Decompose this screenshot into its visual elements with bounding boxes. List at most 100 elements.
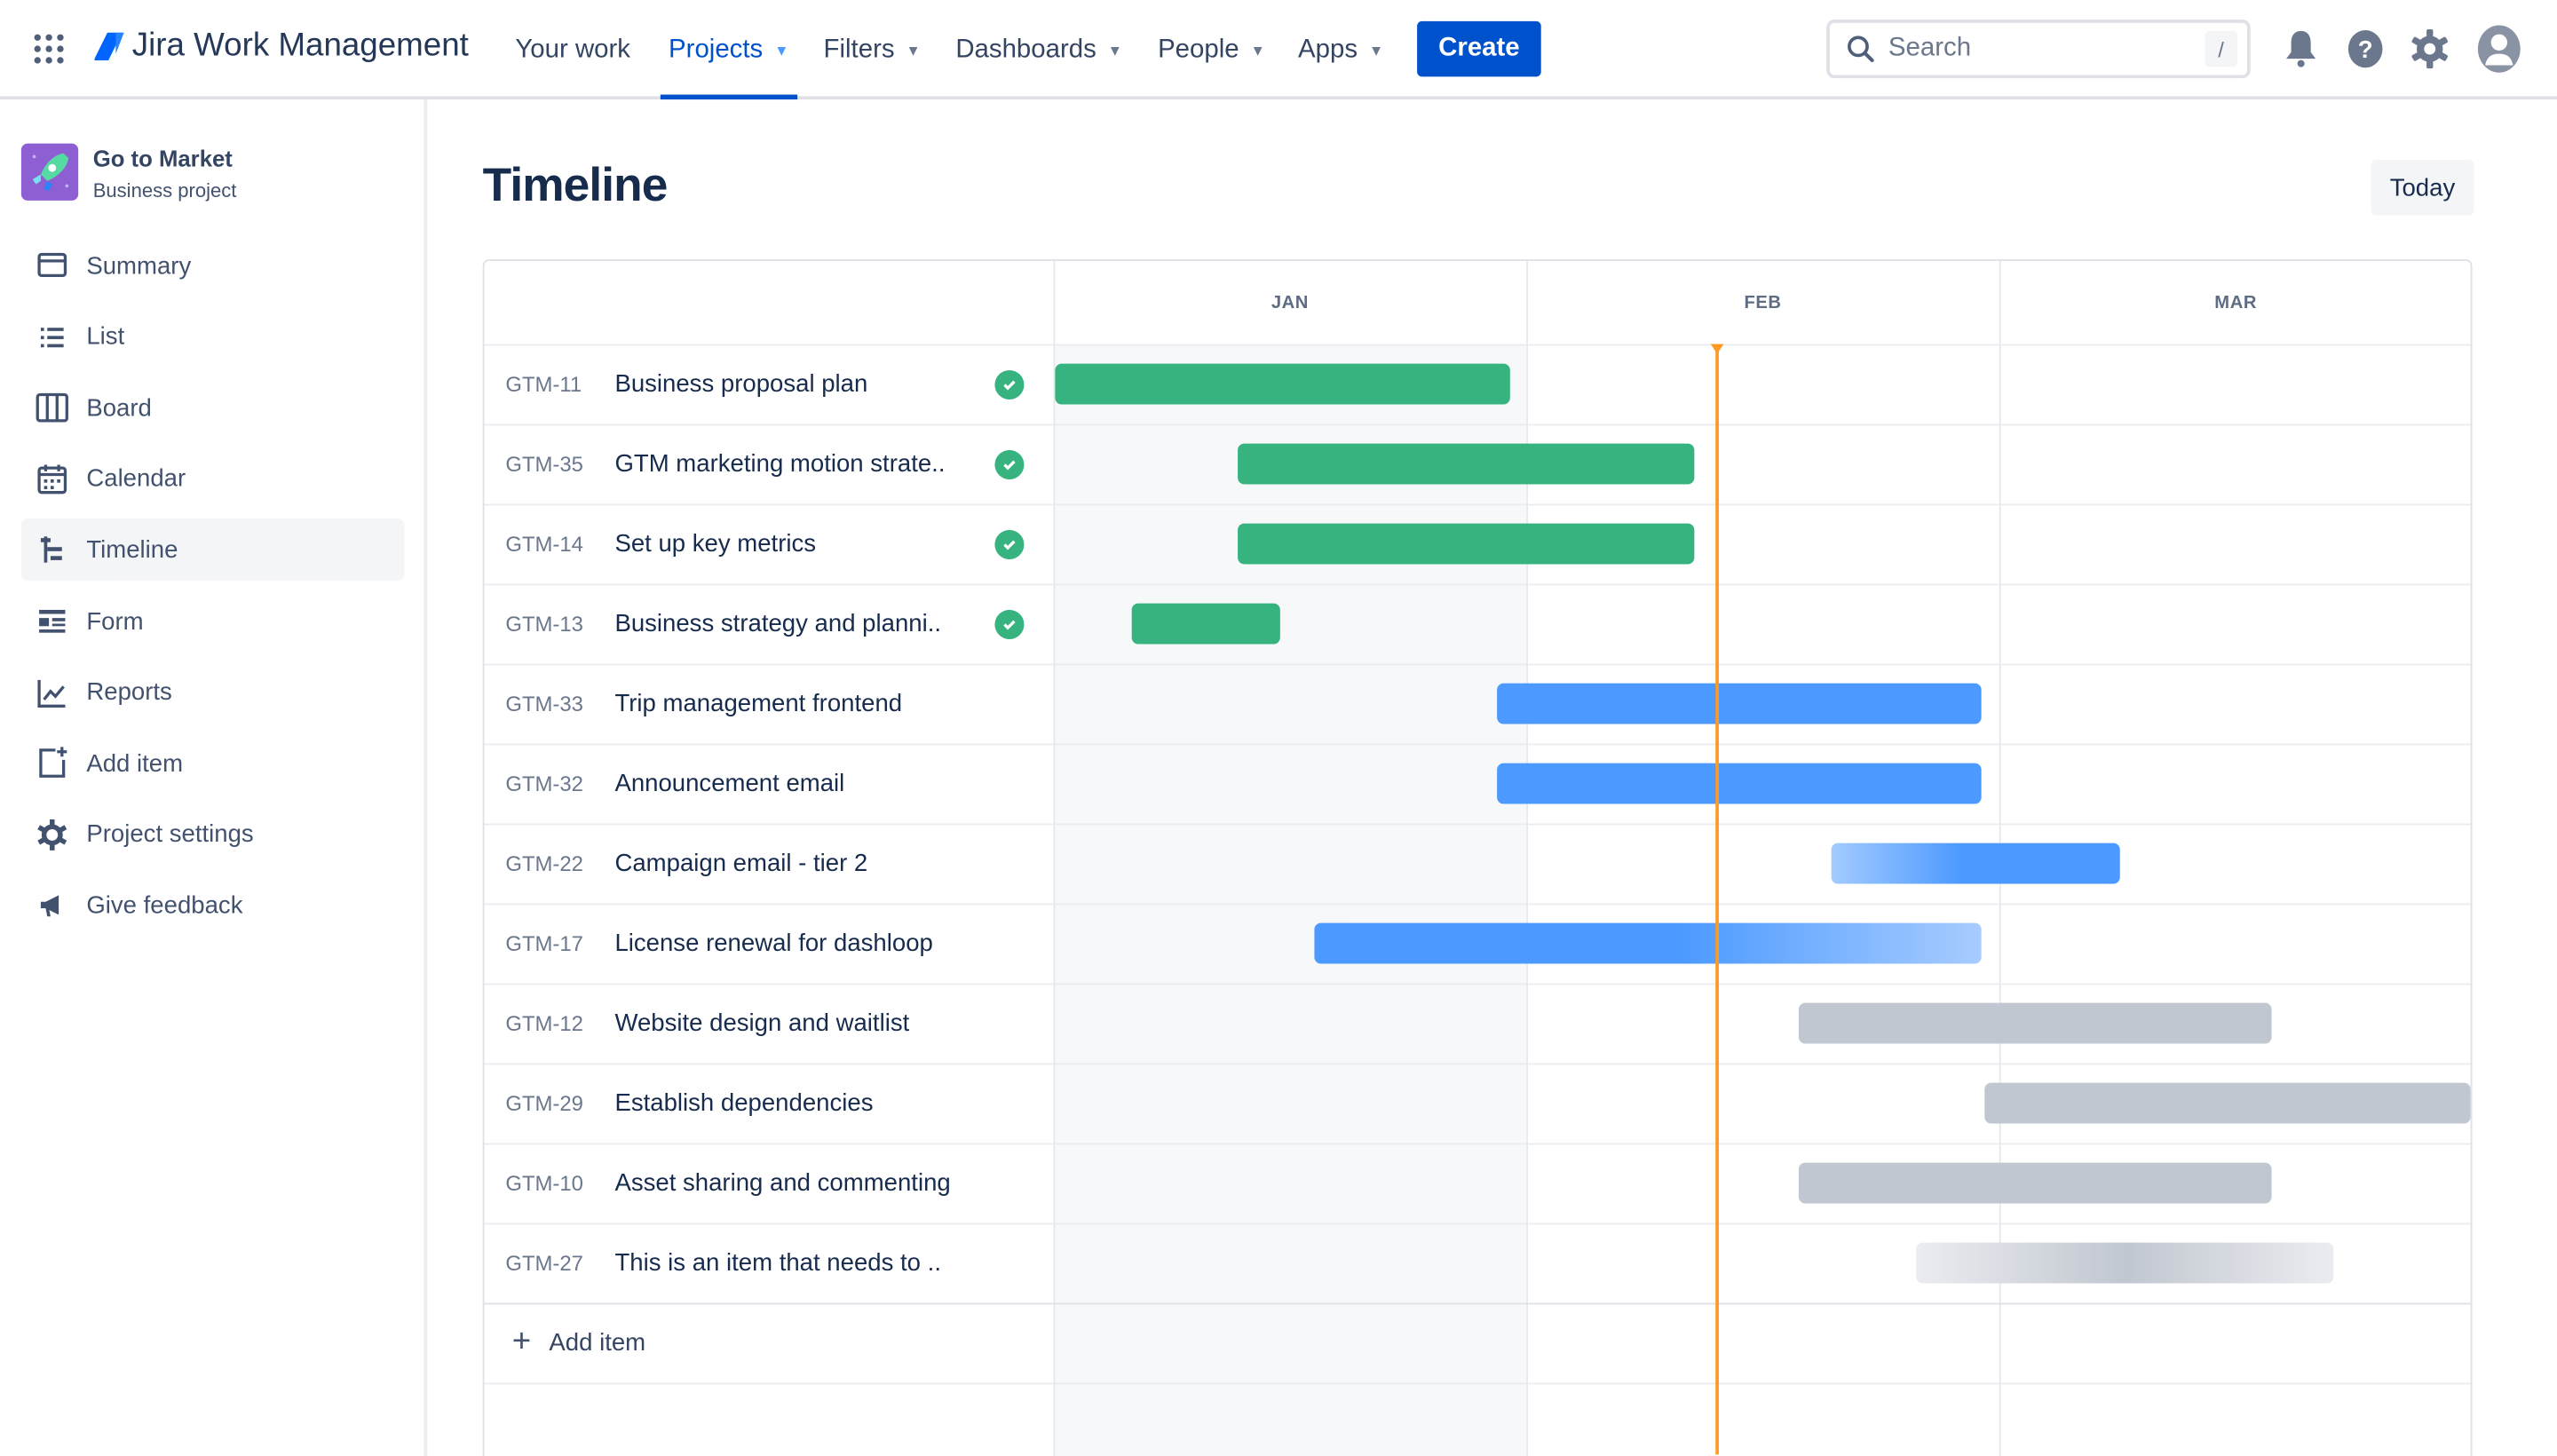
sidebar-item-label: Add item	[86, 749, 184, 778]
issue-key[interactable]: GTM-14	[505, 531, 583, 557]
column-divider	[1053, 260, 1056, 1456]
timeline-bar[interactable]	[1238, 523, 1694, 565]
timeline-row[interactable]: GTM-22 Campaign email - tier 2	[485, 824, 1054, 904]
issue-summary[interactable]: This is an item that needs to ..	[614, 1248, 941, 1278]
timeline-bar[interactable]	[1497, 683, 1981, 724]
issue-key[interactable]: GTM-35	[505, 451, 583, 477]
timeline-row[interactable]: GTM-14 Set up key metrics	[485, 504, 1054, 584]
nav-apps[interactable]: Apps ▼	[1298, 0, 1383, 99]
sidebar-item-calendar[interactable]: Calendar	[21, 448, 405, 510]
nav-your-work[interactable]: Your work	[515, 0, 630, 99]
search-shortcut: /	[2205, 30, 2237, 67]
done-check-icon	[994, 529, 1025, 559]
sidebar-item-reports[interactable]: Reports	[21, 661, 405, 724]
summary-icon	[37, 252, 67, 278]
today-marker-line	[1715, 344, 1719, 1455]
rocket-icon	[32, 153, 69, 191]
sidebar-item-add-item[interactable]: Add item	[21, 732, 405, 795]
avatar-icon[interactable]	[2477, 25, 2521, 74]
app-switcher-icon[interactable]	[34, 34, 64, 64]
sidebar-item-project-settings[interactable]: Project settings	[21, 803, 405, 866]
timeline-bar[interactable]	[1131, 603, 1281, 645]
issue-key[interactable]: GTM-17	[505, 930, 583, 956]
timeline-row[interactable]: GTM-12 Website design and waitlist	[485, 984, 1054, 1064]
issue-summary[interactable]: GTM marketing motion strate..	[614, 449, 946, 479]
issue-key[interactable]: GTM-11	[505, 371, 582, 397]
timeline-bar[interactable]	[1983, 1082, 2471, 1124]
sidebar-item-label: Give feedback	[86, 891, 243, 920]
project-avatar	[20, 143, 79, 201]
issue-key[interactable]: GTM-29	[505, 1090, 583, 1116]
sidebar-item-label: Timeline	[86, 536, 178, 565]
issue-key[interactable]: GTM-10	[505, 1170, 583, 1196]
issue-key[interactable]: GTM-33	[505, 691, 583, 716]
row-divider	[484, 344, 2471, 346]
sidebar-item-board[interactable]: Board	[21, 377, 405, 439]
issue-summary[interactable]: Asset sharing and commenting	[614, 1168, 951, 1198]
nav-filters[interactable]: Filters ▼	[824, 0, 921, 99]
timeline-row[interactable]: GTM-11 Business proposal plan	[485, 344, 1054, 424]
issue-summary[interactable]: Website design and waitlist	[614, 1009, 910, 1038]
issue-key[interactable]: GTM-12	[505, 1010, 583, 1036]
timeline-bar[interactable]	[1832, 843, 2120, 884]
issue-summary[interactable]: License renewal for dashloop	[614, 929, 933, 958]
nav-label: Apps	[1298, 35, 1358, 63]
sidebar-item-give-feedback[interactable]: Give feedback	[21, 874, 405, 937]
issue-summary[interactable]: Set up key metrics	[614, 529, 817, 558]
issue-key[interactable]: GTM-32	[505, 771, 583, 796]
timeline-row[interactable]: GTM-17 License renewal for dashloop	[485, 904, 1054, 984]
issue-summary[interactable]: Announcement email	[614, 769, 845, 798]
issue-key[interactable]: GTM-22	[505, 851, 583, 876]
column-divider	[1526, 260, 1529, 1456]
timeline-row[interactable]: GTM-27 This is an item that needs to ..	[485, 1223, 1054, 1303]
create-button[interactable]: Create	[1417, 20, 1541, 77]
page-title: Timeline	[482, 159, 669, 212]
nav-projects[interactable]: Projects ▼	[660, 0, 797, 100]
issue-key[interactable]: GTM-27	[505, 1250, 583, 1276]
timeline-row[interactable]: GTM-32 Announcement email	[485, 744, 1054, 824]
sidebar-item-label: Calendar	[86, 465, 186, 494]
timeline-row[interactable]: GTM-10 Asset sharing and commenting	[485, 1143, 1054, 1223]
add-item-button[interactable]: + Add item	[485, 1303, 1054, 1383]
month-header: FEB	[1744, 292, 1782, 313]
timeline-bar[interactable]	[1238, 443, 1694, 485]
timeline-bar[interactable]	[1055, 363, 1510, 405]
bell-icon[interactable]	[2283, 28, 2318, 70]
search-input[interactable]: Search /	[1826, 20, 2251, 79]
timeline-bar[interactable]	[1798, 1002, 2273, 1044]
timeline-bar[interactable]	[1916, 1242, 2333, 1284]
sidebar-item-timeline[interactable]: Timeline	[20, 518, 405, 582]
timeline-bar[interactable]	[1497, 763, 1981, 804]
timeline-row[interactable]: GTM-33 Trip management frontend	[485, 664, 1054, 744]
product-logo[interactable]: Jira Work Management	[94, 28, 469, 65]
calendar-icon	[37, 464, 67, 494]
help-icon[interactable]: ?	[2347, 28, 2384, 70]
issue-summary[interactable]: Campaign email - tier 2	[614, 849, 868, 878]
today-button[interactable]: Today	[2371, 159, 2474, 216]
chevron-down-icon: ▼	[1368, 41, 1384, 59]
chevron-down-icon: ▼	[1107, 41, 1123, 59]
settings-icon[interactable]	[2411, 28, 2450, 70]
sidebar-item-summary[interactable]: Summary	[21, 234, 405, 297]
plus-icon: +	[511, 1324, 532, 1360]
timeline-row[interactable]: GTM-29 Establish dependencies	[485, 1064, 1054, 1143]
issue-summary[interactable]: Establish dependencies	[614, 1088, 874, 1118]
nav-label: People	[1158, 35, 1239, 63]
row-divider	[484, 1063, 2471, 1065]
issue-summary[interactable]: Trip management frontend	[614, 689, 903, 718]
timeline-row[interactable]: GTM-13 Business strategy and planni..	[485, 584, 1054, 664]
issue-summary[interactable]: Business strategy and planni..	[614, 609, 942, 638]
timeline-bar[interactable]	[1314, 922, 1981, 964]
sidebar-item-form[interactable]: Form	[21, 590, 405, 653]
chevron-down-icon: ▼	[906, 41, 921, 59]
sidebar-item-list[interactable]: List	[21, 306, 405, 368]
row-divider	[484, 503, 2471, 506]
issue-key[interactable]: GTM-13	[505, 611, 583, 637]
nav-dashboards[interactable]: Dashboards ▼	[955, 0, 1122, 99]
nav-people[interactable]: People ▼	[1158, 0, 1265, 99]
timeline-bar[interactable]	[1798, 1162, 2273, 1204]
timeline-row[interactable]: GTM-35 GTM marketing motion strate..	[485, 424, 1054, 504]
sidebar-item-label: Board	[86, 393, 152, 423]
issue-summary[interactable]: Business proposal plan	[614, 369, 868, 399]
